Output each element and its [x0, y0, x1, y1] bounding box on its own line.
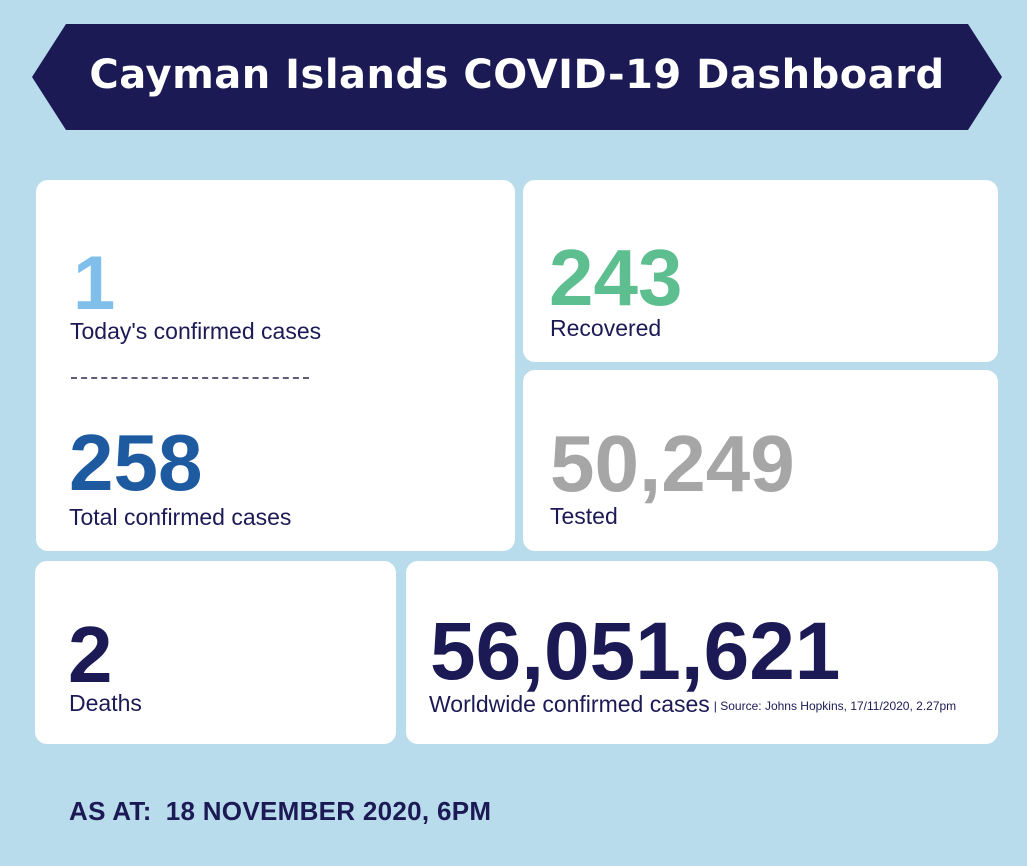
as-at-label: AS AT:	[69, 796, 152, 826]
total-cases-label: Total confirmed cases	[69, 504, 292, 530]
page-title: Cayman Islands COVID-19 Dashboard	[89, 52, 945, 98]
recovered-value: 243	[549, 233, 683, 322]
today-cases-value: 1	[73, 241, 116, 326]
deaths-card: 2 Deaths	[35, 561, 396, 744]
worldwide-card: 56,051,621 Worldwide confirmed cases | So…	[406, 561, 998, 744]
deaths-value: 2	[68, 610, 113, 699]
tested-label: Tested	[550, 503, 618, 529]
recovered-label: Recovered	[550, 315, 662, 341]
dashboard-banner: Cayman Islands COVID-19 Dashboard	[32, 24, 1002, 130]
cases-card: 1 Today's confirmed cases 258 Total conf…	[36, 180, 515, 551]
worldwide-label-row: Worldwide confirmed cases | Source: Johns…	[429, 693, 956, 716]
as-at-date: 18 NOVEMBER 2020, 6PM	[165, 796, 492, 826]
source-note: | Source: Johns Hopkins, 17/11/2020, 2.2…	[713, 699, 957, 713]
tested-value: 50,249	[550, 419, 795, 508]
cases-divider	[71, 377, 309, 379]
worldwide-label: Worldwide confirmed cases	[429, 691, 710, 717]
deaths-label: Deaths	[69, 690, 142, 716]
tested-card: 50,249 Tested	[523, 370, 998, 551]
today-cases-label: Today's confirmed cases	[70, 318, 322, 344]
as-at-footer: AS AT: 18 NOVEMBER 2020, 6PM	[69, 796, 491, 827]
worldwide-value: 56,051,621	[430, 606, 841, 697]
recovered-card: 243 Recovered	[523, 180, 998, 362]
total-cases-value: 258	[69, 418, 203, 507]
